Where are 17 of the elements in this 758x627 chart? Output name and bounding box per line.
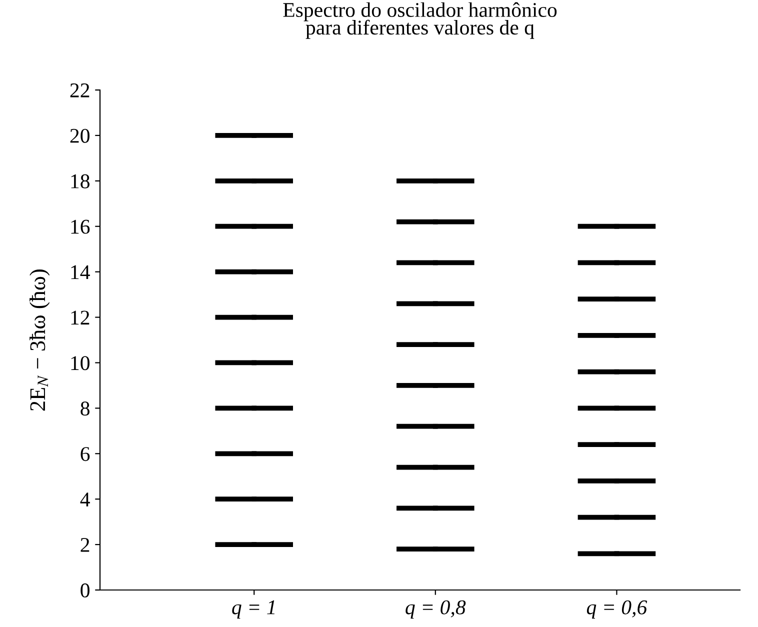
y-tick-label: 2 <box>80 538 90 552</box>
y-tick-label: 22 <box>70 83 90 98</box>
y-tick-label: 16 <box>71 220 90 234</box>
y-tick-label: 0 <box>80 583 90 598</box>
y-tick-label: 10 <box>71 356 90 370</box>
y-tick-label: 8 <box>80 402 90 416</box>
y-tick-label: 6 <box>80 447 90 462</box>
y-tick-label: 12 <box>71 310 90 324</box>
y-tick-label: 20 <box>70 128 90 143</box>
x-tick-label: q = 0,6 <box>586 600 648 619</box>
y-tick-label: 4 <box>80 492 90 506</box>
chart-title: Espectro do oscilador harmônico para diferentes valores de q <box>283 2 557 39</box>
x-tick-label: q = 0,8 <box>406 600 466 619</box>
x-tick-label: q = 1 <box>232 600 275 619</box>
y-tick-label: 18 <box>71 174 90 188</box>
y-axis-title: 2E$_{N}$ − 3ħω (ħω) <box>30 270 50 411</box>
y-tick-label: 14 <box>71 265 90 280</box>
